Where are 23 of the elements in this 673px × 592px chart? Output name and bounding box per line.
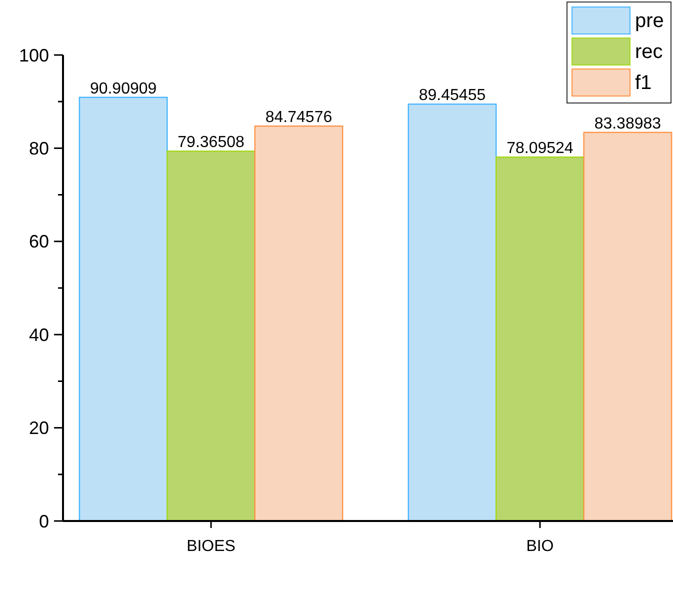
legend-label: f1 [635, 72, 652, 94]
bar [583, 132, 672, 522]
y-tick-label: 20 [28, 418, 49, 438]
legend-label: rec [635, 41, 663, 63]
data-label: 78.09524 [506, 140, 574, 158]
bar [78, 96, 168, 522]
bar [408, 104, 497, 522]
bar [166, 150, 256, 522]
y-tick-label: 100 [18, 45, 49, 66]
x-tick-label: BIOES [186, 538, 236, 555]
data-label: 89.45455 [418, 87, 486, 104]
y-tick-label: 80 [28, 138, 49, 158]
data-label: 84.74576 [265, 109, 332, 126]
y-tick-label: 0 [38, 511, 49, 532]
x-tick-label: BIO [526, 538, 554, 555]
y-tick-label: 40 [28, 324, 49, 345]
bar [254, 125, 344, 522]
y-tick-label: 60 [28, 232, 49, 252]
bar [496, 156, 584, 522]
legend-label: pre [635, 10, 664, 32]
data-label: 90.90909 [90, 80, 157, 98]
data-label: 83.38983 [594, 115, 662, 132]
data-label: 79.36508 [178, 134, 244, 152]
